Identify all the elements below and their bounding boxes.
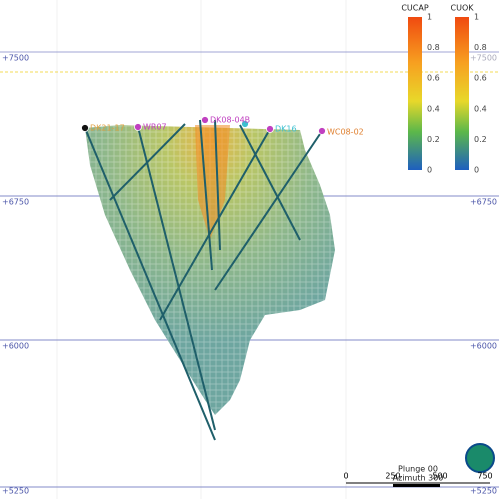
colorbar-tick: 0	[427, 166, 432, 175]
colorbar	[408, 17, 422, 170]
colorbar	[455, 17, 469, 170]
elevation-label: +6000	[2, 342, 29, 351]
drillhole-label: WR07	[143, 123, 167, 132]
elevation-label: +6750	[2, 198, 29, 207]
scale-label: 0	[343, 472, 348, 481]
elevation-label: +7500	[2, 54, 29, 63]
elevation-label: +7500	[470, 54, 497, 63]
drillholes	[84, 119, 323, 441]
colorbar-title: CUCAP	[401, 4, 429, 13]
elevation-labels: +7500 +6750 +6000 +5250 +7500 +6750 +600…	[2, 54, 497, 496]
collars	[81, 116, 326, 135]
colorbar-tick: 1	[427, 13, 432, 22]
colorbar-tick: 0.4	[474, 104, 487, 113]
scale-label: 250	[385, 472, 400, 481]
colorbar-tick: 0.8	[427, 43, 440, 52]
orientation: Plunge 00 Azimuth 300	[393, 443, 495, 483]
drillhole-label: DK08-04B	[210, 116, 250, 125]
colorbar-title: CUOK	[451, 4, 475, 13]
colorbar-tick: 0.2	[427, 135, 440, 144]
elevation-label: +6750	[470, 198, 497, 207]
drillhole-labels: DK21-17 WR07 DK08-04B DK16 WC08-02	[90, 116, 364, 137]
colorbar-tick: 0.2	[474, 135, 487, 144]
elevation-label: +5250	[2, 487, 29, 496]
colorbar-tick: 0.8	[474, 43, 487, 52]
scale-label: 750	[477, 472, 492, 481]
colorbar-tick: 0	[474, 166, 479, 175]
scale-label: 500	[432, 472, 447, 481]
elevation-label: +5250	[470, 487, 497, 496]
colorbar-tick: 0.4	[427, 104, 440, 113]
drillhole-label: DK21-17	[90, 124, 125, 133]
colorbar-tick: 1	[474, 13, 479, 22]
block-model	[85, 125, 335, 415]
elevation-label: +6000	[470, 342, 497, 351]
azimuth: Azimuth 300	[393, 474, 444, 483]
drillhole-label: WC08-02	[327, 128, 364, 137]
drillhole-label: DK16	[275, 125, 297, 134]
colorbar-tick: 0.6	[427, 74, 440, 83]
scale-bar: 0 250 500 750	[343, 472, 493, 487]
globe	[465, 443, 495, 473]
plunge: Plunge 00	[398, 465, 438, 474]
colorbar-tick: 0.6	[474, 74, 487, 83]
